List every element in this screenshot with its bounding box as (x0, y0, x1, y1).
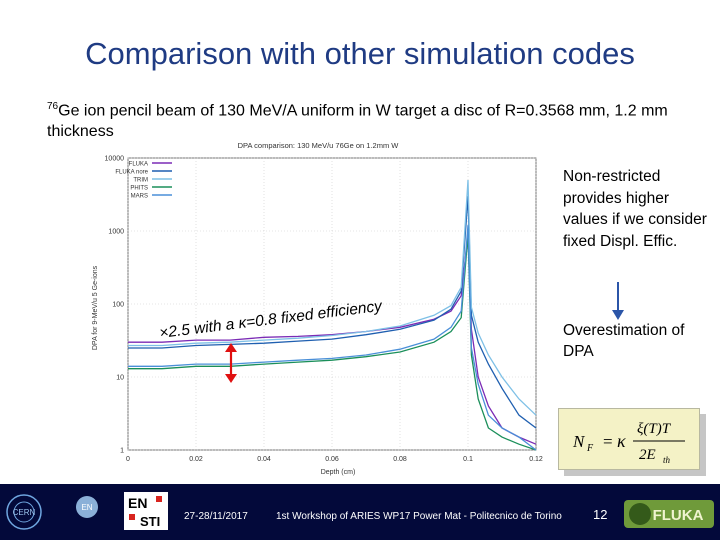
x-tick-label: 0.06 (325, 456, 339, 463)
x-tick-label: 0.12 (529, 456, 543, 463)
slide-subtitle: 76Ge ion pencil beam of 130 MeV/A unifor… (47, 96, 707, 142)
isotope-mass-number: 76 (47, 101, 59, 112)
dpa-chart-svg: 0 0.02 0.04 0.06 0.08 0.1 0.12110100100010000 … (92, 141, 543, 476)
en-sti-logo-bottom: STI (140, 514, 160, 529)
en-sti-logo: EN STI (124, 492, 168, 530)
x-tick-label: 0.08 (393, 456, 407, 463)
cern-logo-text: CERN (13, 508, 36, 517)
legend-entry: FLUKA (129, 162, 148, 168)
overestimation-note: Overestimation of DPA (563, 322, 685, 360)
footer-page-number: 12 (593, 507, 608, 522)
fluka-logo: FLUKA (624, 500, 714, 528)
footer-bar: 27-28/11/2017 1st Workshop of ARIES WP17… (0, 484, 720, 540)
dpa-chart: 0 0.02 0.04 0.06 0.08 0.1 0.12 1 10 100 1000 10000 … (88, 138, 548, 478)
ratio-arrow (225, 343, 237, 383)
chart-axes: 0 0.02 0.04 0.06 0.08 0.1 0.12 1 10 100 1000 10000 (105, 156, 543, 464)
x-tick-label: 0.02 (189, 456, 203, 463)
slide-title: Comparison with other simulation codes (85, 36, 635, 71)
en-sti-logo-top: EN (128, 495, 147, 511)
legend-entry: PHITS (130, 186, 148, 192)
y-tick-label: 100 (112, 302, 124, 309)
side-note: Non-restricted provides higher values if… (563, 168, 707, 250)
footer-workshop: 1st Workshop of ARIES WP17 Power Mat - P… (276, 511, 562, 522)
y-tick-label: 10000 (105, 156, 125, 163)
series-line-trim (128, 179, 537, 416)
footer-date: 27-28/11/2017 (184, 511, 248, 522)
legend-entry: MARS (131, 194, 148, 200)
cern-logo: CERN (6, 494, 42, 530)
chart-ylabel: DPA for 9-MeV/u 5 Ge-ions (92, 265, 99, 350)
legend-entry: TRIM (133, 178, 148, 184)
fluka-logo-text: FLUKA (653, 507, 704, 524)
formula-lhs: N (572, 432, 586, 451)
formula-numerator: ξ(T)T (637, 421, 672, 437)
displacement-formula: N F = κ ξ(T)T 2E th (558, 408, 700, 470)
series-line-fluka-nore (128, 196, 537, 429)
down-arrow-icon (612, 282, 624, 320)
legend-entry: FLUKA nore (115, 170, 148, 176)
series-line-fluka (128, 234, 537, 445)
chart-xlabel: Depth (cm) (321, 469, 356, 476)
formula-lhs-sub: F (586, 443, 594, 454)
en-logo-text: EN (81, 503, 92, 512)
x-tick-label: 0.1 (463, 456, 473, 463)
subtitle-text: Ge ion pencil beam of 130 MeV/A uniform … (47, 102, 668, 141)
en-logo: EN (76, 496, 98, 518)
y-tick-label: 10 (116, 375, 124, 382)
x-tick-label: 0.04 (257, 456, 271, 463)
formula-denominator-sub: th (663, 455, 671, 465)
formula-equals: = (603, 432, 613, 451)
y-tick-label: 1 (120, 448, 124, 455)
chart-legend: FLUKA FLUKA nore TRIM PHITS MARS (115, 162, 172, 200)
formula-denominator: 2E (639, 447, 656, 463)
formula-kappa: κ (617, 431, 626, 451)
y-tick-label: 1000 (108, 229, 124, 236)
x-tick-label: 0 (126, 456, 130, 463)
chart-title: DPA comparison: 130 MeV/u 76Ge on 1.2mm … (238, 141, 400, 150)
